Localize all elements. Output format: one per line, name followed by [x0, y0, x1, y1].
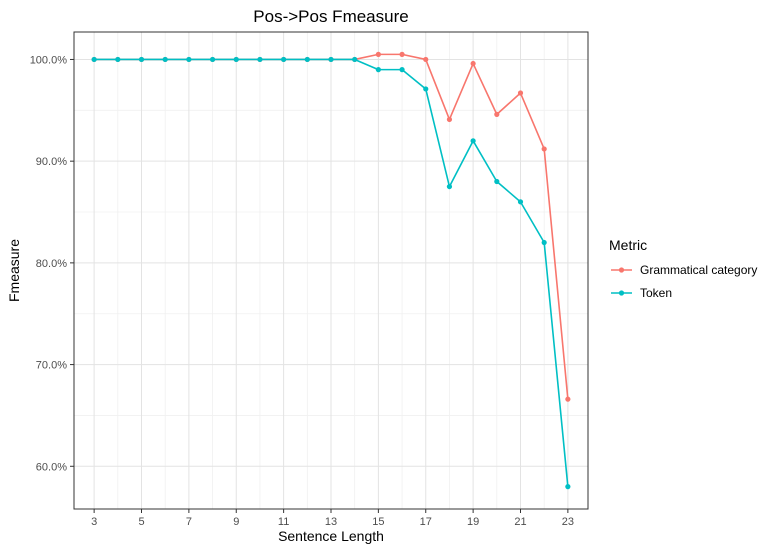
data-point [375, 67, 381, 73]
data-point [281, 56, 287, 63]
x-tick-label: 3 [91, 516, 97, 528]
y-axis-title: Fmeasure [6, 239, 22, 302]
data-point [375, 51, 381, 57]
chart-title: Pos->Pos Fmeasure [253, 7, 408, 26]
data-point [209, 56, 216, 63]
y-tick-label: 70.0% [36, 360, 67, 372]
y-tick-label: 90.0% [36, 156, 67, 168]
x-tick-label: 15 [372, 516, 384, 528]
data-point [304, 56, 310, 63]
data-point [565, 396, 571, 402]
data-point [446, 183, 453, 190]
data-point [446, 116, 453, 123]
x-tick-label: 23 [562, 516, 574, 528]
data-point [423, 86, 429, 92]
y-tick-label: 100.0% [30, 54, 68, 66]
x-tick-label: 11 [278, 516, 289, 528]
data-point [494, 111, 500, 117]
legend-key-point [618, 290, 625, 296]
series-2 [91, 56, 571, 490]
legend-item: Token [611, 286, 672, 300]
data-point [233, 56, 239, 63]
x-axis-title: Sentence Length [278, 528, 384, 544]
data-point [470, 60, 476, 67]
data-point [352, 56, 358, 63]
y-tick-label: 60.0% [36, 461, 67, 473]
grid-lines [74, 32, 588, 509]
axes: 3 5 7 9 11 13 15 17 19 21 23 60.0% 70.0% 80.0% 90.0% 10… [30, 54, 574, 528]
legend-title: Metric [609, 237, 647, 253]
data-point [257, 56, 263, 63]
data-point [399, 51, 405, 57]
x-tick-label: 21 [514, 516, 526, 528]
data-point [138, 56, 145, 63]
legend-item: Grammatical category [611, 263, 757, 277]
x-tick-label: 13 [325, 516, 337, 528]
data-point [91, 56, 97, 63]
data-point [423, 56, 429, 63]
legend-key-point [618, 267, 625, 273]
data-point [565, 484, 571, 490]
x-tick-label: 7 [186, 516, 192, 528]
legend-label: Token [640, 286, 672, 300]
x-tick-label: 5 [138, 516, 144, 528]
data-point [186, 56, 192, 63]
data-point [541, 146, 547, 152]
data-point [115, 56, 121, 63]
data-point [517, 90, 524, 96]
series-layer [91, 51, 571, 490]
legend-label: Grammatical category [640, 263, 757, 277]
y-tick-label: 80.0% [36, 258, 67, 270]
x-tick-label: 19 [467, 516, 479, 528]
x-tick-label: 17 [420, 516, 432, 528]
data-point [517, 199, 524, 205]
data-point [162, 56, 168, 63]
x-tick-label: 9 [233, 516, 239, 528]
data-point [399, 67, 405, 73]
data-point [328, 56, 334, 63]
data-point [494, 178, 500, 185]
legend: Metric Grammatical category Token [609, 237, 757, 300]
data-point [541, 239, 547, 246]
data-point [470, 138, 476, 144]
